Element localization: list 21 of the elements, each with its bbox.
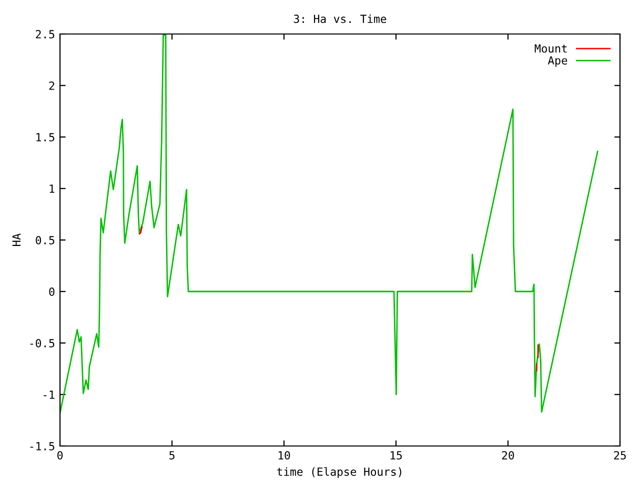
legend-label: Ape: [548, 56, 568, 67]
x-axis-title: time (Elapse Hours): [277, 467, 402, 478]
legend-label: Mount: [534, 44, 567, 53]
x-tick-label: 10: [278, 451, 290, 460]
y-tick-label: 2.5: [36, 30, 54, 38]
x-tick-label: 15: [390, 451, 402, 460]
x-tick-label: 20: [502, 451, 514, 460]
y-tick-label: 0.5: [36, 236, 54, 244]
y-tick-label: -1: [44, 390, 54, 399]
y-tick-label: -0.5: [30, 339, 54, 348]
y-tick-label: -1.5: [30, 442, 54, 450]
y-tick-label: 2: [49, 82, 54, 90]
x-tick-label: 5: [169, 451, 174, 460]
chart-title: 3: Ha vs. Time: [294, 14, 386, 24]
y-tick-label: 1: [50, 184, 54, 193]
y-tick-label: 1.5: [36, 133, 54, 142]
x-tick-label: 25: [614, 451, 626, 460]
y-tick-label: 0: [49, 288, 54, 296]
line-series: [60, 34, 598, 414]
y-axis-title: HA: [12, 234, 21, 246]
x-tick-label: 0: [57, 451, 63, 460]
